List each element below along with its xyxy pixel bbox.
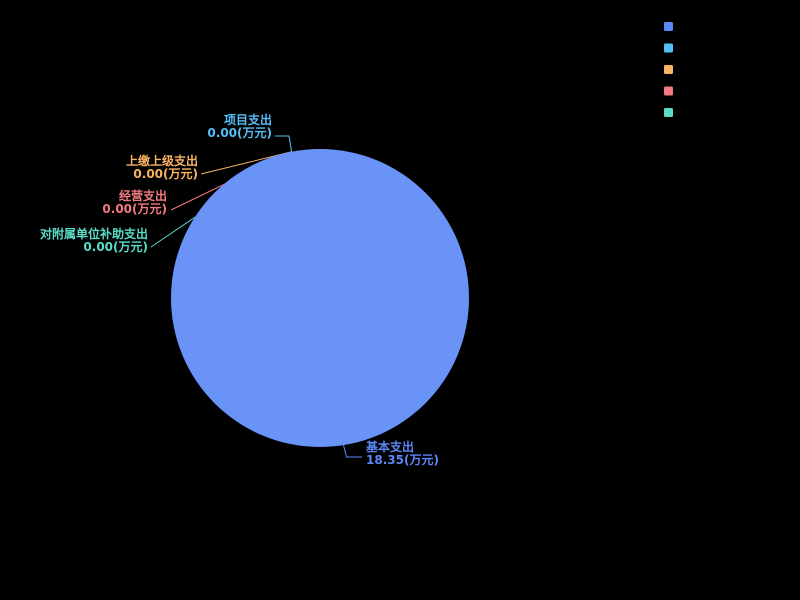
legend-swatch-project[interactable] bbox=[664, 43, 673, 53]
legend-swatch-subsidy[interactable] bbox=[664, 108, 673, 117]
label-operating-expenditure: 经营支出 0.00(万元) bbox=[102, 190, 167, 216]
label-remitted-expenditure: 上缴上级支出 0.00(万元) bbox=[126, 155, 198, 181]
label-operating-name: 经营支出 bbox=[118, 189, 167, 203]
legend-swatch-operating[interactable] bbox=[664, 86, 673, 96]
label-project-value: 0.00(万元) bbox=[207, 126, 272, 140]
leader-line-xiangmu bbox=[275, 135, 293, 152]
leader-line-jiben bbox=[342, 442, 362, 458]
label-basic-value: 18.35(万元) bbox=[366, 453, 439, 467]
legend-swatch-remitted[interactable] bbox=[664, 65, 673, 74]
label-remitted-value: 0.00(万元) bbox=[133, 167, 198, 181]
label-basic-expenditure: 基本支出 18.35(万元) bbox=[366, 441, 439, 467]
label-basic-name: 基本支出 bbox=[366, 440, 415, 454]
label-operating-value: 0.00(万元) bbox=[102, 202, 167, 216]
label-subsidy-name: 对附属单位补助支出 bbox=[39, 227, 148, 241]
label-remitted-name: 上缴上级支出 bbox=[125, 154, 198, 168]
label-subsidy-value: 0.00(万元) bbox=[83, 240, 148, 254]
label-project-expenditure: 项目支出 0.00(万元) bbox=[207, 114, 272, 140]
pie-slice-basic-expenditure[interactable] bbox=[171, 149, 469, 447]
leader-line-shangjiao bbox=[200, 151, 292, 175]
legend-swatch-basic[interactable] bbox=[664, 22, 673, 31]
label-project-name: 项目支出 bbox=[223, 113, 272, 127]
label-subsidy-expenditure: 对附属单位补助支出 0.00(万元) bbox=[40, 228, 148, 254]
